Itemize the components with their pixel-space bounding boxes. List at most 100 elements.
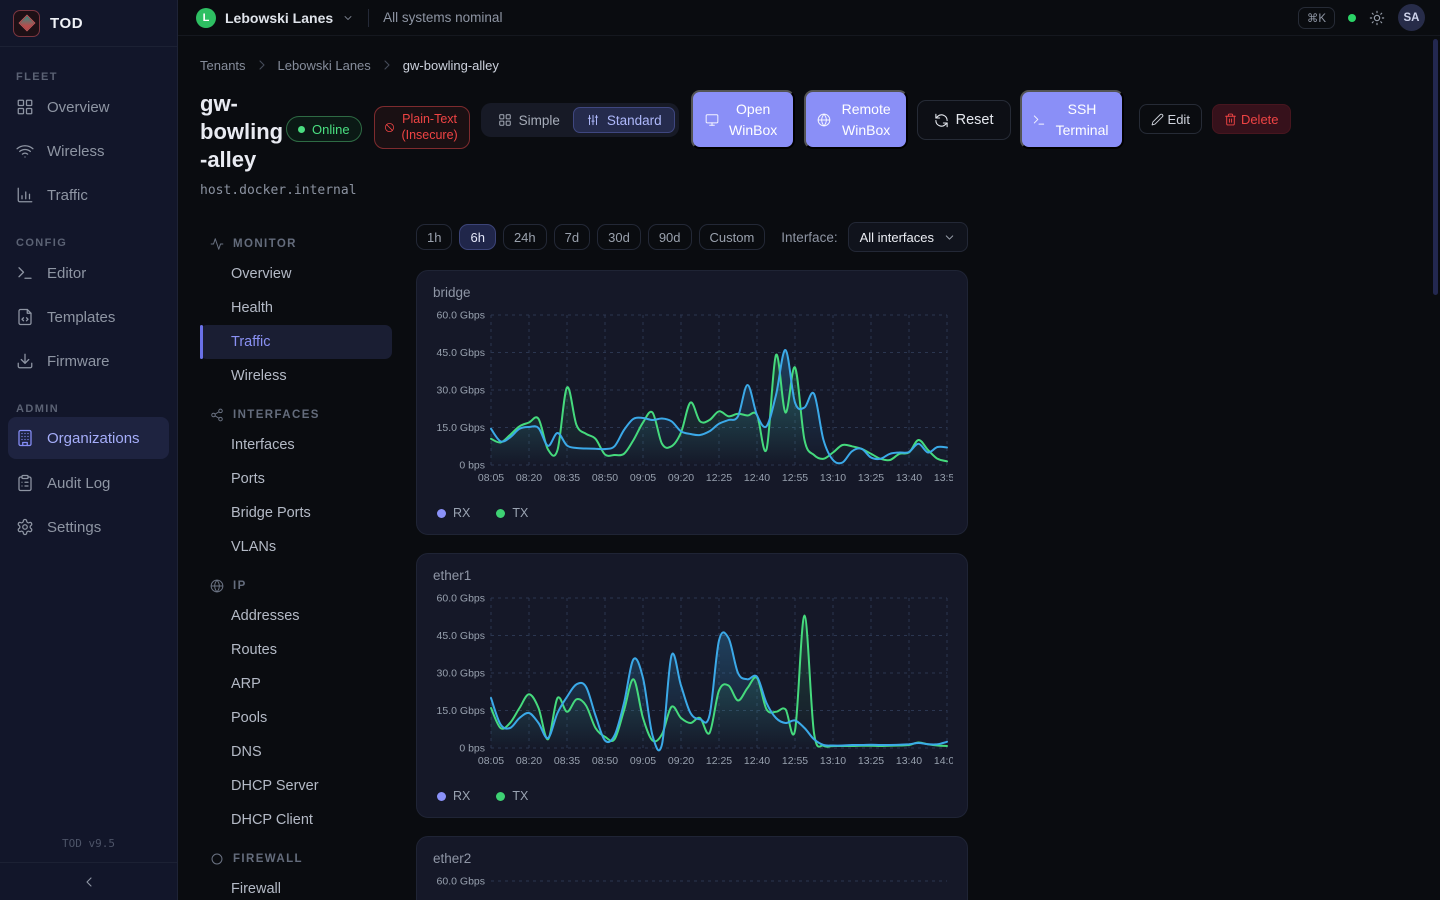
sidebar-section-label: CONFIG	[0, 237, 177, 249]
reset-button[interactable]: Reset	[917, 100, 1011, 140]
device-host: host.docker.internal	[200, 183, 284, 198]
subnav-item-dns[interactable]: DNS	[200, 735, 392, 769]
monitor-icon	[705, 113, 719, 127]
legend-item-tx[interactable]: TX	[496, 506, 528, 520]
chevron-right-icon	[254, 57, 270, 73]
sidebar-item-firmware[interactable]: Firmware	[0, 339, 177, 383]
svg-text:60.0 Gbps: 60.0 Gbps	[437, 310, 485, 322]
subnav-item-health[interactable]: Health	[200, 291, 392, 325]
subnav-item-firewall[interactable]: Firewall	[200, 872, 392, 900]
sidebar-item-label: Settings	[47, 519, 101, 536]
theme-toggle-button[interactable]	[1369, 10, 1385, 26]
sidebar-item-organizations[interactable]: Organizations	[8, 417, 169, 459]
sidebar-section-label: ADMIN	[0, 403, 177, 415]
time-range-pills: 1h 6h 24h 7d 30d 90d Custom	[416, 224, 765, 250]
subnav-item-addresses[interactable]: Addresses	[200, 599, 392, 633]
time-range-7d[interactable]: 7d	[554, 224, 590, 250]
subnav-item-ports[interactable]: Ports	[200, 462, 392, 496]
svg-text:60.0 Gbps: 60.0 Gbps	[437, 593, 485, 605]
sidebar-item-audit-log[interactable]: Audit Log	[0, 461, 177, 505]
legend-item-rx[interactable]: RX	[437, 506, 470, 520]
svg-text:09:20: 09:20	[668, 472, 694, 484]
sidebar-item-label: Overview	[47, 99, 110, 116]
svg-text:12:40: 12:40	[744, 472, 770, 484]
topbar-divider	[368, 9, 369, 27]
security-warning-label: Plain-Text (Insecure)	[400, 112, 460, 143]
sidebar-item-wireless[interactable]: Wireless	[0, 129, 177, 173]
sidebar-item-editor[interactable]: Editor	[0, 251, 177, 295]
subnav-item-wireless[interactable]: Wireless	[200, 359, 392, 393]
breadcrumb-tenant-name[interactable]: Lebowski Lanes	[278, 58, 371, 73]
svg-text:12:55: 12:55	[782, 472, 808, 484]
subnav-item-interfaces[interactable]: Interfaces	[200, 428, 392, 462]
time-range-custom[interactable]: Custom	[699, 224, 766, 250]
subnav-item-traffic[interactable]: Traffic	[200, 325, 392, 359]
sidebar-nav: FLEETOverviewWirelessTrafficCONFIGEditor…	[0, 47, 177, 829]
time-range-1h[interactable]: 1h	[416, 224, 452, 250]
terminal-icon	[1032, 113, 1046, 127]
command-palette-button[interactable]: ⌘K	[1298, 7, 1335, 29]
sidebar-item-overview[interactable]: Overview	[0, 85, 177, 129]
sidebar-item-label: Templates	[47, 309, 115, 326]
topbar: L Lebowski Lanes All systems nominal ⌘K …	[178, 0, 1440, 36]
subnav-section-interfaces: INTERFACES	[200, 402, 392, 428]
time-range-90d[interactable]: 90d	[648, 224, 692, 250]
subnav-section-firewall: FIREWALL	[200, 846, 392, 872]
edit-button[interactable]: Edit	[1139, 104, 1202, 134]
view-mode-toggle: Simple Standard	[481, 103, 679, 137]
chart-legend: RX TX	[437, 506, 951, 520]
svg-text:13:55: 13:55	[934, 472, 953, 484]
view-mode-simple[interactable]: Simple	[485, 107, 573, 133]
view-mode-standard[interactable]: Standard	[573, 107, 675, 133]
legend-item-rx[interactable]: RX	[437, 789, 470, 803]
ssh-terminal-button[interactable]: SSH Terminal	[1020, 90, 1124, 149]
subnav-item-dhcp-server[interactable]: DHCP Server	[200, 769, 392, 803]
device-subnav: MONITOROverviewHealthTrafficWirelessINTE…	[200, 222, 392, 900]
subnav-item-vlans[interactable]: VLANs	[200, 530, 392, 564]
sidebar-item-label: Editor	[47, 265, 86, 282]
sidebar-section-admin: ADMIN OrganizationsAudit Log Settings	[0, 403, 177, 549]
remote-winbox-button[interactable]: Remote WinBox	[804, 90, 908, 149]
sidebar-item-templates[interactable]: Templates	[0, 295, 177, 339]
sidebar-item-traffic[interactable]: Traffic	[0, 173, 177, 217]
time-range-6h[interactable]: 6h	[459, 224, 495, 250]
time-range-24h[interactable]: 24h	[503, 224, 547, 250]
breadcrumb-tenants[interactable]: Tenants	[200, 58, 246, 73]
legend-label: TX	[512, 506, 528, 520]
legend-item-tx[interactable]: TX	[496, 789, 528, 803]
open-winbox-button[interactable]: Open WinBox	[691, 90, 795, 149]
subnav-item-pools[interactable]: Pools	[200, 701, 392, 735]
interface-select[interactable]: All interfaces	[848, 222, 968, 252]
delete-button[interactable]: Delete	[1212, 104, 1291, 134]
open-winbox-label: Open WinBox	[726, 99, 780, 140]
app-name: TOD	[50, 15, 83, 32]
ban-icon	[384, 122, 395, 133]
view-mode-simple-label: Simple	[519, 113, 560, 128]
time-range-30d[interactable]: 30d	[597, 224, 641, 250]
security-warning-badge: Plain-Text (Insecure)	[374, 106, 470, 149]
pencil-icon	[1151, 113, 1164, 126]
subnav-item-bridge-ports[interactable]: Bridge Ports	[200, 496, 392, 530]
sidebar-section-fleet: FLEETOverviewWirelessTraffic	[0, 71, 177, 217]
sidebar-collapse-button[interactable]	[0, 862, 177, 900]
terminal-icon	[16, 264, 34, 282]
svg-text:08:05: 08:05	[478, 472, 504, 484]
subnav-item-arp[interactable]: ARP	[200, 667, 392, 701]
subnav-item-routes[interactable]: Routes	[200, 633, 392, 667]
legend-dot-icon	[437, 792, 446, 801]
ssh-terminal-label: SSH Terminal	[1053, 99, 1111, 140]
interface-filter: Interface: All interfaces	[781, 222, 968, 252]
reset-label: Reset	[956, 112, 994, 128]
system-status-text: All systems nominal	[383, 10, 502, 25]
svg-text:13:10: 13:10	[820, 755, 846, 767]
tenant-switcher[interactable]: L Lebowski Lanes	[196, 8, 354, 28]
subnav-item-overview[interactable]: Overview	[200, 257, 392, 291]
subnav-item-dhcp-client[interactable]: DHCP Client	[200, 803, 392, 837]
grid-icon	[498, 113, 512, 127]
svg-text:08:50: 08:50	[592, 472, 618, 484]
monitor-icon	[210, 237, 224, 251]
scrollbar-thumb[interactable]	[1433, 39, 1438, 295]
sidebar-item-settings[interactable]: Settings	[0, 505, 177, 549]
user-avatar[interactable]: SA	[1398, 4, 1425, 31]
interfaces-icon	[210, 408, 224, 422]
